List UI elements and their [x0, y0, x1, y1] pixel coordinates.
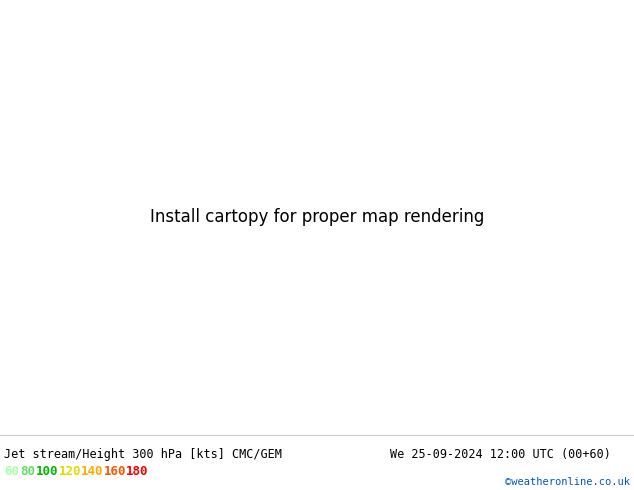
Text: Install cartopy for proper map rendering: Install cartopy for proper map rendering: [150, 208, 484, 226]
Text: 160: 160: [103, 466, 126, 478]
Text: 60: 60: [4, 466, 19, 478]
Text: We 25-09-2024 12:00 UTC (00+60): We 25-09-2024 12:00 UTC (00+60): [390, 448, 611, 461]
Text: 120: 120: [58, 466, 81, 478]
Text: 100: 100: [36, 466, 58, 478]
Text: ©weatheronline.co.uk: ©weatheronline.co.uk: [505, 477, 630, 487]
Text: Jet stream/Height 300 hPa [kts] CMC/GEM: Jet stream/Height 300 hPa [kts] CMC/GEM: [4, 448, 282, 461]
Text: 140: 140: [81, 466, 103, 478]
Text: 180: 180: [126, 466, 148, 478]
Text: 80: 80: [20, 466, 35, 478]
